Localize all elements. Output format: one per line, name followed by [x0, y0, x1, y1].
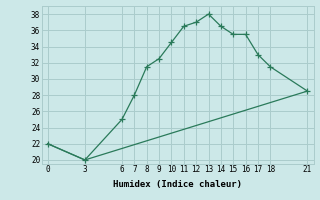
- X-axis label: Humidex (Indice chaleur): Humidex (Indice chaleur): [113, 180, 242, 189]
